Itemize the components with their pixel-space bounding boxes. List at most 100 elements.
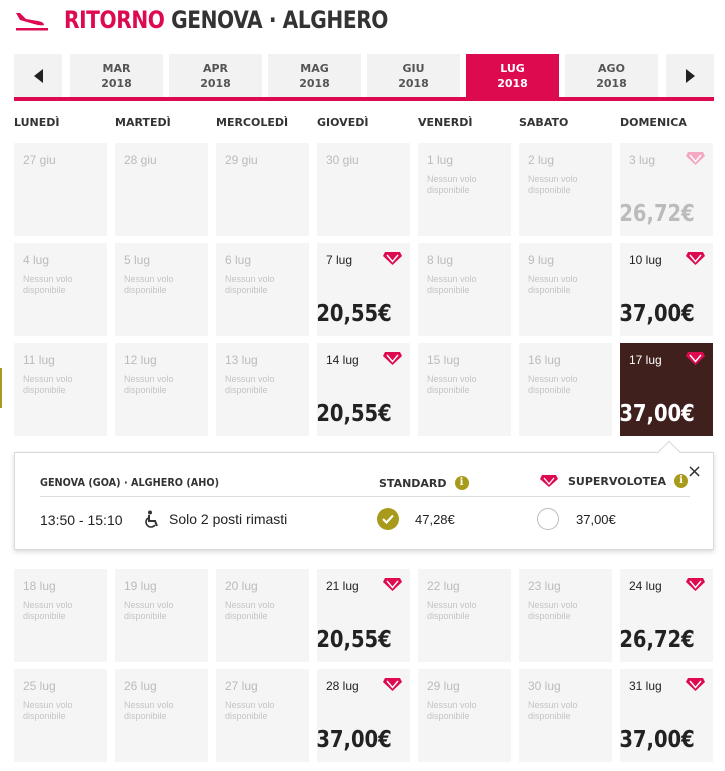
month-tab-apr[interactable]: APR 2018 xyxy=(169,54,262,97)
prev-month-button[interactable] xyxy=(14,54,62,97)
no-flight-text: Nessun volo disponibile xyxy=(427,274,477,295)
supervolotea-gem-icon xyxy=(540,475,558,487)
close-icon[interactable]: × xyxy=(687,461,703,482)
month-tab-ago[interactable]: AGO 2018 xyxy=(565,54,658,97)
day-price: 37,00€ xyxy=(619,401,695,427)
flight-route: GENOVA (GOA) · ALGHERO (AHO) xyxy=(40,476,220,489)
day-date: 21 lug xyxy=(326,579,359,593)
plane-landing-icon xyxy=(16,13,48,31)
day-date: 11 lug xyxy=(23,353,55,367)
calendar-day-cell[interactable]: 10 lug 37,00€ xyxy=(620,243,713,336)
supervolotea-fare-header: SUPERVOLOTEA i xyxy=(539,474,689,488)
standard-fare-radio[interactable] xyxy=(377,508,399,530)
weekday-label: DOMENICA xyxy=(620,116,687,129)
calendar-day-cell: 30 giu xyxy=(317,143,410,236)
no-flight-text: Nessun volo disponibile xyxy=(427,700,477,721)
day-date: 22 lug xyxy=(427,579,460,593)
checkmark-icon xyxy=(382,514,394,524)
standard-label: STANDARD xyxy=(379,476,447,490)
calendar-day-cell: 25 lug Nessun volo disponibile xyxy=(14,669,107,762)
no-flight-text: Nessun volo disponibile xyxy=(225,274,275,295)
day-date: 19 lug xyxy=(124,579,157,593)
calendar-day-cell[interactable]: 24 lug 26,72€ xyxy=(620,569,713,662)
month-underline xyxy=(14,97,714,101)
day-date: 6 lug xyxy=(225,253,252,267)
supervolotea-fare-price: 37,00€ xyxy=(576,512,616,527)
supervolotea-gem-icon xyxy=(686,252,705,265)
seats-text: Solo 2 posti rimasti xyxy=(169,511,288,527)
scroll-indicator xyxy=(0,368,2,408)
calendar-day-cell: 11 lug Nessun volo disponibile xyxy=(14,343,107,436)
supervolotea-gem-icon xyxy=(383,252,402,265)
weekday-label: SABATO xyxy=(519,116,569,129)
calendar-day-cell[interactable]: 31 lug 37,00€ xyxy=(620,669,713,762)
month-tab-mar[interactable]: MAR 2018 xyxy=(70,54,163,97)
day-date: 20 lug xyxy=(225,579,258,593)
standard-fare-header: STANDARD i xyxy=(379,476,469,490)
supervolotea-label: SUPERVOLOTEA xyxy=(568,474,667,488)
calendar-day-cell[interactable]: 14 lug 20,55€ xyxy=(317,343,410,436)
day-date: 2 lug xyxy=(528,153,555,167)
no-flight-text: Nessun volo disponibile xyxy=(528,274,578,295)
standard-info-icon[interactable]: i xyxy=(454,476,469,490)
seats-remaining: Solo 2 posti rimasti xyxy=(145,510,287,528)
day-date: 23 lug xyxy=(528,579,561,593)
day-date: 26 lug xyxy=(124,679,157,693)
supervolotea-fare-radio[interactable] xyxy=(537,508,559,530)
standard-fare-price: 47,28€ xyxy=(415,512,455,527)
day-date: 17 lug xyxy=(629,353,662,367)
day-date: 29 giu xyxy=(225,153,258,167)
calendar-day-cell: 23 lug Nessun volo disponibile xyxy=(519,569,612,662)
no-flight-text: Nessun volo disponibile xyxy=(528,374,578,395)
flight-detail-panel: GENOVA (GOA) · ALGHERO (AHO) STANDARD i … xyxy=(14,440,714,550)
day-date: 14 lug xyxy=(326,353,359,367)
day-date: 18 lug xyxy=(23,579,56,593)
calendar-day-cell: 27 giu xyxy=(14,143,107,236)
day-price: 26,72€ xyxy=(619,627,695,653)
next-month-button[interactable] xyxy=(666,54,714,97)
month-tab-lug[interactable]: LUG 2018 xyxy=(466,54,559,97)
weekday-label: GIOVEDÌ xyxy=(317,116,369,129)
supervolotea-gem-icon xyxy=(686,578,705,591)
supervolotea-info-icon[interactable]: i xyxy=(674,474,689,488)
weekday-label: MERCOLEDÌ xyxy=(216,116,289,129)
supervolotea-gem-icon xyxy=(686,352,705,365)
day-date: 28 lug xyxy=(326,679,359,693)
calendar-day-cell[interactable]: 21 lug 20,55€ xyxy=(317,569,410,662)
flight-time: 13:50 - 15:10 xyxy=(40,512,123,528)
supervolotea-gem-icon xyxy=(686,152,705,165)
panel-pointer xyxy=(657,440,681,464)
no-flight-text: Nessun volo disponibile xyxy=(23,374,73,395)
day-date: 29 lug xyxy=(427,679,460,693)
calendar-day-cell: 5 lug Nessun volo disponibile xyxy=(115,243,208,336)
no-flight-text: Nessun volo disponibile xyxy=(225,600,275,621)
month-year: 2018 xyxy=(596,76,627,90)
calendar-day-cell[interactable]: 28 lug 37,00€ xyxy=(317,669,410,762)
calendar-day-cell[interactable]: 17 lug 37,00€ xyxy=(620,343,713,436)
day-date: 28 giu xyxy=(124,153,157,167)
day-date: 15 lug xyxy=(427,353,460,367)
no-flight-text: Nessun volo disponibile xyxy=(124,274,174,295)
calendar-day-cell: 30 lug Nessun volo disponibile xyxy=(519,669,612,762)
calendar-day-cell: 20 lug Nessun volo disponibile xyxy=(216,569,309,662)
calendar-day-cell[interactable]: 3 lug 26,72€ xyxy=(620,143,713,236)
arrow-right-icon xyxy=(685,68,695,83)
calendar-day-cell: 15 lug Nessun volo disponibile xyxy=(418,343,511,436)
month-year: 2018 xyxy=(398,76,429,90)
month-name: LUG xyxy=(500,61,525,75)
month-tab-mag[interactable]: MAG 2018 xyxy=(268,54,361,97)
no-flight-text: Nessun volo disponibile xyxy=(528,700,578,721)
no-flight-text: Nessun volo disponibile xyxy=(225,700,275,721)
calendar-day-cell: 2 lug Nessun volo disponibile xyxy=(519,143,612,236)
calendar-day-cell: 19 lug Nessun volo disponibile xyxy=(115,569,208,662)
month-name: APR xyxy=(202,61,229,75)
day-price: 20,55€ xyxy=(316,627,392,653)
day-price: 20,55€ xyxy=(316,301,392,327)
day-date: 5 lug xyxy=(124,253,151,267)
calendar-day-cell: 18 lug Nessun volo disponibile xyxy=(14,569,107,662)
calendar-day-cell[interactable]: 7 lug 20,55€ xyxy=(317,243,410,336)
no-flight-text: Nessun volo disponibile xyxy=(124,700,174,721)
day-date: 7 lug xyxy=(326,253,353,267)
month-tab-giu[interactable]: GIU 2018 xyxy=(367,54,460,97)
day-date: 27 lug xyxy=(225,679,258,693)
